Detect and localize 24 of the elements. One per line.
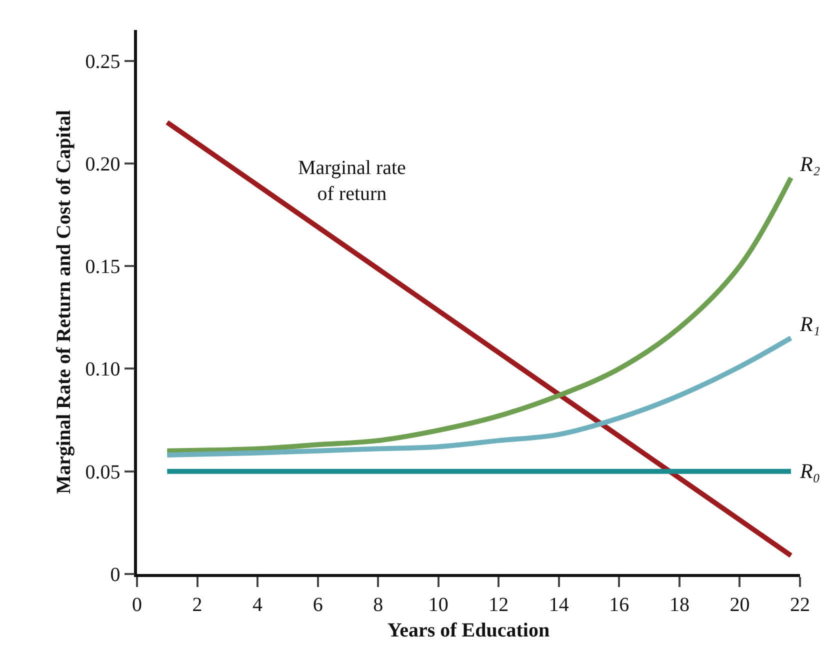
y-tick-label: 0.15 xyxy=(85,256,120,278)
x-tick-label: 0 xyxy=(132,594,142,616)
y-tick-label: 0.10 xyxy=(85,358,120,381)
x-tick-label: 12 xyxy=(488,594,509,616)
x-tick-label: 20 xyxy=(730,594,750,616)
y-tick-label: 0.25 xyxy=(85,50,120,73)
y-tick-label: 0.20 xyxy=(85,153,120,176)
y-tick-label: 0 xyxy=(110,564,120,586)
x-tick-label: 10 xyxy=(428,594,448,616)
x-tick-label: 6 xyxy=(312,594,323,616)
x-tick-label: 2 xyxy=(192,594,202,616)
series-label: R₀ xyxy=(799,459,820,483)
x-tick-label: 8 xyxy=(373,594,384,616)
x-tick-label: 16 xyxy=(609,594,630,616)
x-tick-label: 4 xyxy=(252,594,263,616)
x-axis-title: Years of Education xyxy=(387,619,550,642)
y-axis-title: Marginal Rate of Return and Cost of Capital xyxy=(52,110,75,494)
series-label: Marginal rate of return xyxy=(298,157,406,205)
x-tick-label: 14 xyxy=(548,594,569,616)
series-label: R₂ xyxy=(799,152,820,176)
y-tick-label: 0.05 xyxy=(85,461,120,484)
series-label: R₁ xyxy=(799,312,820,336)
x-tick-label: 22 xyxy=(790,594,810,616)
x-tick-label: 18 xyxy=(669,594,690,616)
